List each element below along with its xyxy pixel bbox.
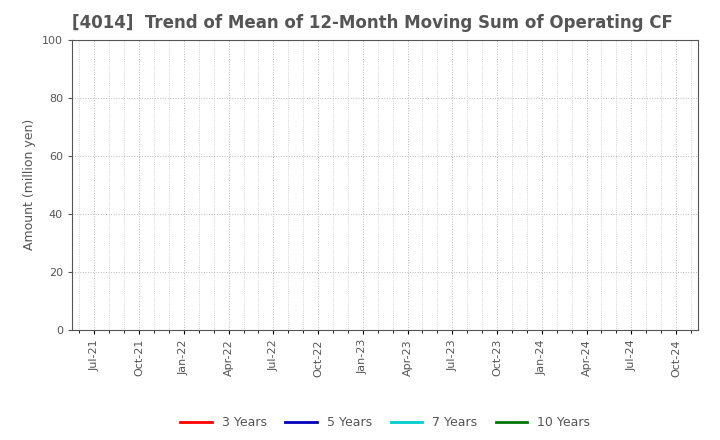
Legend: 3 Years, 5 Years, 7 Years, 10 Years: 3 Years, 5 Years, 7 Years, 10 Years [176,411,595,434]
Text: [4014]  Trend of Mean of 12-Month Moving Sum of Operating CF: [4014] Trend of Mean of 12-Month Moving … [72,15,673,33]
Y-axis label: Amount (million yen): Amount (million yen) [24,119,37,250]
